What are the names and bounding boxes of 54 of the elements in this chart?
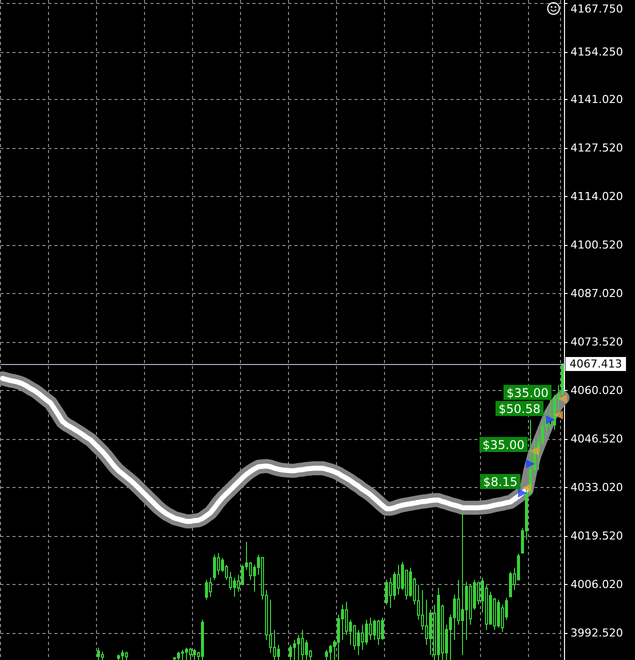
y-tick-label: 4114.020 [570, 190, 623, 204]
point [522, 483, 531, 492]
y-tick-label: 4073.520 [570, 336, 623, 349]
annotation: $35.00 [506, 386, 548, 400]
candlestick [209, 577, 212, 598]
candlestick [117, 654, 120, 660]
candlestick [189, 647, 192, 660]
annotation: $35.00 [482, 438, 524, 452]
y-tick-label: 4019.520 [570, 530, 623, 543]
y-tick-label: 4154.250 [570, 46, 623, 59]
candlestick [497, 599, 500, 628]
y-tick-label: 4141.020 [570, 93, 623, 106]
candlestick [185, 647, 188, 660]
candlestick [97, 647, 100, 660]
candlestick [293, 639, 296, 660]
y-tick-label: 3992.520 [570, 626, 623, 640]
point [530, 446, 539, 456]
candlestick [397, 564, 400, 596]
point [546, 415, 555, 424]
candlestick [377, 619, 380, 646]
candlestick [509, 572, 512, 598]
y-tick-label: 4127.520 [570, 142, 623, 155]
candlestick [301, 629, 304, 660]
candlestick [121, 649, 124, 660]
candlestick [385, 579, 388, 606]
candlestick [325, 649, 328, 660]
candlestick [125, 651, 128, 660]
candlestick [289, 644, 292, 660]
candlestick [461, 512, 464, 656]
candlestick [205, 579, 208, 600]
point [554, 410, 563, 420]
candlestick [101, 651, 104, 660]
candlestick [181, 649, 184, 660]
annotation: $8.15 [483, 474, 518, 489]
y-tick-label: 4060.020 [570, 384, 623, 398]
point [518, 488, 527, 498]
candlestick [329, 644, 332, 660]
y-tick-label: 4006.020 [570, 578, 623, 591]
point [526, 459, 535, 468]
candlestick [357, 629, 360, 656]
candlestick [177, 651, 180, 660]
y-tick-label: 4033.020 [570, 481, 623, 494]
candlestick [213, 554, 216, 580]
candlestick [297, 634, 300, 660]
candlestick [193, 648, 196, 660]
y-tick-label: 4100.520 [570, 238, 623, 252]
annotation: $50.58 [498, 402, 540, 416]
point [558, 394, 567, 404]
y-tick-label: 4167.750 [570, 2, 623, 16]
candlestick [201, 619, 204, 660]
y-tick-label: 4087.020 [570, 287, 623, 300]
candlestick [437, 587, 440, 660]
ref-line-label: 4067.413 [570, 357, 622, 370]
y-tick-label: 4046.520 [570, 432, 623, 446]
